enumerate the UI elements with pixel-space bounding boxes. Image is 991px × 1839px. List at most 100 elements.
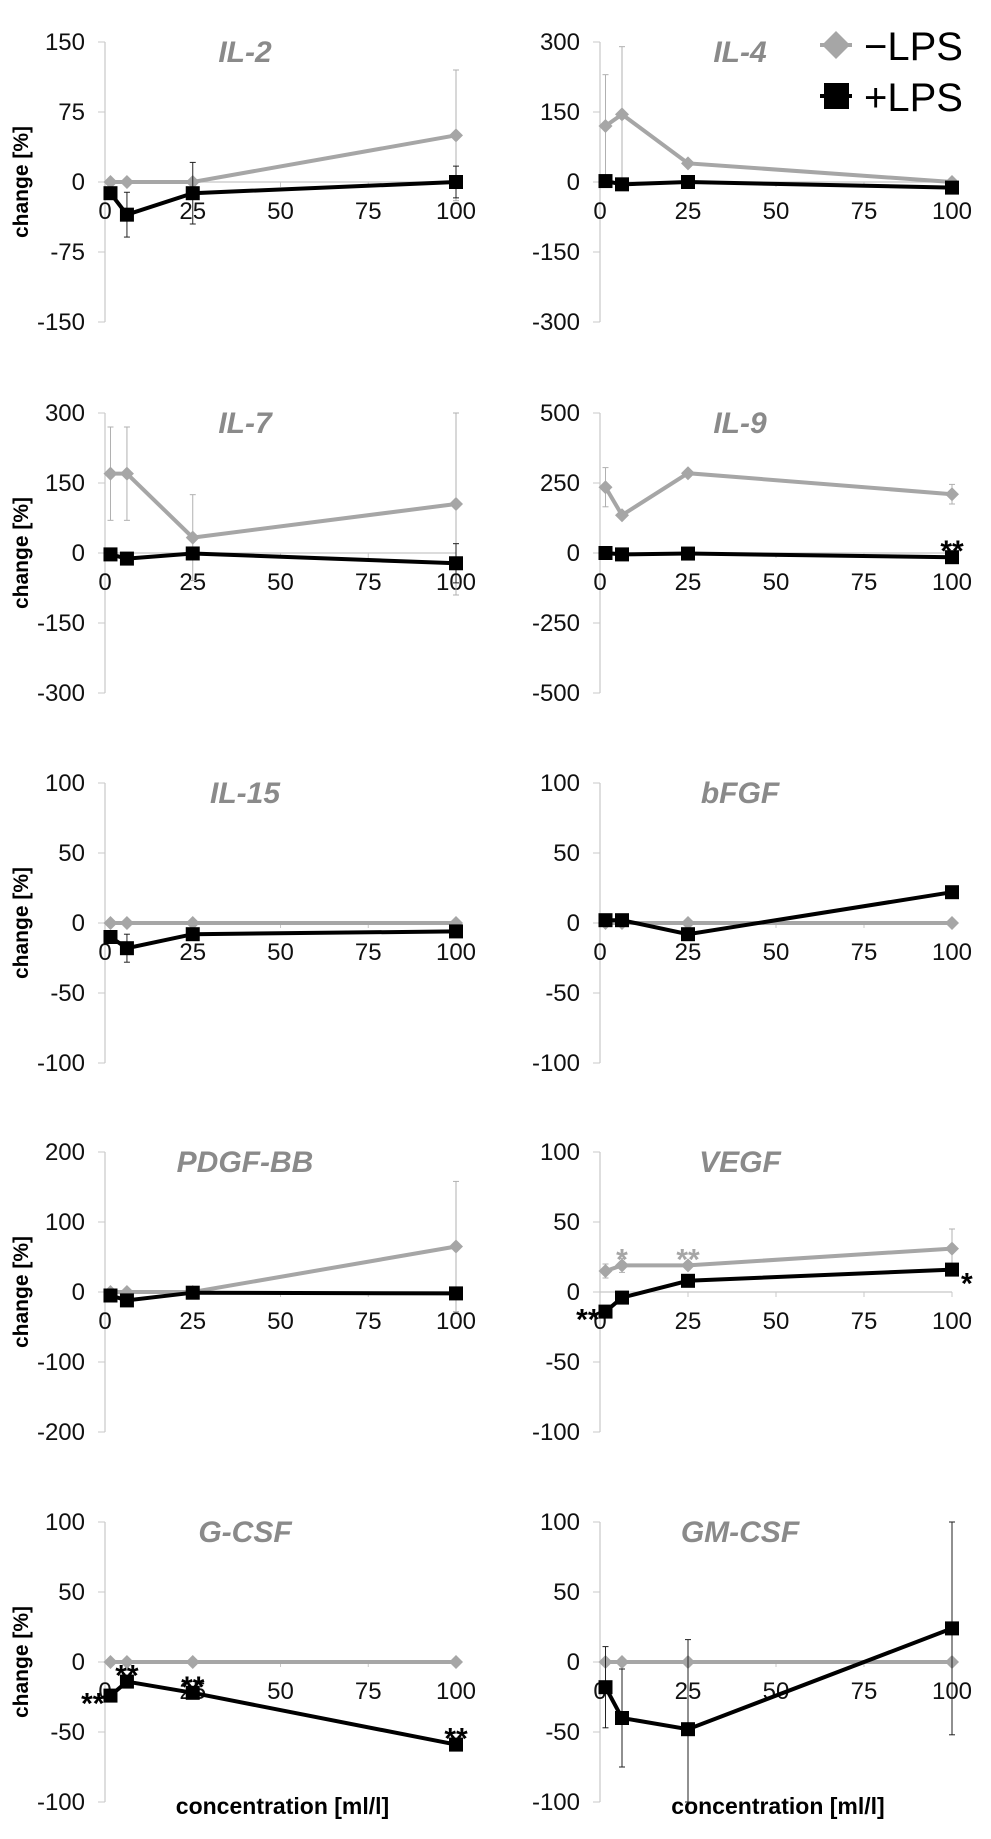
data-point-square <box>681 1722 695 1737</box>
data-point-diamond <box>598 1264 613 1278</box>
panel-pdgf-bb: 200 100 0 -100 -200 0 25 50 75 100 PDGF-BB change [… <box>10 1139 476 1446</box>
significance-marker: ** <box>81 1688 105 1721</box>
series-line <box>604 1267 953 1314</box>
y-tick-label: -200 <box>37 1419 85 1446</box>
data-point-diamond <box>945 487 959 502</box>
data-point-diamond <box>598 119 613 133</box>
y-tick-label: -300 <box>37 680 85 707</box>
data-point-square <box>681 546 695 561</box>
series-line <box>604 111 953 184</box>
y-tick-label: -100 <box>37 1050 85 1077</box>
data-point-diamond <box>945 916 959 930</box>
x-tick-label: 50 <box>763 569 790 596</box>
y-tick-label: -100 <box>532 1419 580 1446</box>
data-point-square <box>615 1711 629 1725</box>
series-plus-lps: ** ** ** ** <box>81 1660 468 1756</box>
x-tick-label: 100 <box>932 569 972 596</box>
data-point-square <box>185 1685 200 1700</box>
data-point-square <box>598 174 613 189</box>
x-tick-label: 75 <box>355 1678 382 1705</box>
y-tick-label: 200 <box>45 1139 85 1166</box>
y-tick-label: -150 <box>37 610 85 637</box>
y-tick-label: -50 <box>50 980 85 1007</box>
data-point-diamond <box>185 530 200 545</box>
y-tick-label: -300 <box>532 309 580 336</box>
panel-title: IL-4 <box>713 36 767 69</box>
y-tick-label: 150 <box>45 470 85 497</box>
y-tick-label: -500 <box>532 680 580 707</box>
y-tick-label: 75 <box>58 99 85 126</box>
y-tick-label: 100 <box>45 770 85 797</box>
data-point-diamond <box>598 480 613 495</box>
data-point-square <box>598 546 613 560</box>
x-tick-label: 25 <box>675 1308 702 1335</box>
data-point-diamond <box>615 1258 629 1273</box>
y-tick-label: 100 <box>540 770 580 797</box>
x-tick-label: 100 <box>932 198 972 225</box>
series-minus-lps <box>103 1655 463 1669</box>
series-plus-lps <box>103 161 463 238</box>
y-tick-label: 100 <box>45 1509 85 1536</box>
y-tick-label: 0 <box>72 1649 85 1676</box>
significance-marker: ** <box>676 1243 700 1276</box>
series-plus-lps <box>103 924 463 963</box>
significance-marker: ** <box>181 1671 205 1704</box>
series-line <box>605 890 953 937</box>
panel-il-9: 500 250 0 -250 -500 0 25 50 75 100 IL-9 ** <box>532 400 972 707</box>
series-minus-lps <box>598 1655 959 1669</box>
x-tick-label: 100 <box>932 939 972 966</box>
x-tick-label: 50 <box>267 1678 294 1705</box>
data-point-square <box>119 1674 134 1689</box>
y-axis-label: change [%] <box>10 1606 33 1718</box>
series-line <box>109 929 457 951</box>
data-point-diamond <box>449 497 463 511</box>
data-point-square <box>945 550 959 565</box>
x-tick-label: 100 <box>436 198 476 225</box>
x-tick-label: 50 <box>763 1308 790 1335</box>
y-tick-label: 300 <box>45 400 85 427</box>
panel-il-4: 300 150 0 -150 -300 0 25 50 75 100 IL-4 <box>532 29 972 336</box>
y-tick-label: 100 <box>540 1509 580 1536</box>
series-minus-lps <box>103 69 463 202</box>
x-axis-label: concentration [ml/l] <box>671 1793 884 1819</box>
x-tick-label: 50 <box>267 1308 294 1335</box>
data-point-square <box>185 1285 200 1300</box>
series-plus-lps <box>598 1521 959 1803</box>
data-point-square <box>615 1290 629 1305</box>
data-point-diamond <box>103 175 118 189</box>
y-tick-label: -50 <box>545 1349 580 1376</box>
x-tick-label: 75 <box>851 939 878 966</box>
data-point-square <box>119 941 134 956</box>
panel-title: IL-9 <box>713 407 767 440</box>
data-point-square <box>103 186 118 201</box>
y-tick-label: 250 <box>540 470 580 497</box>
panel-title: G-CSF <box>198 1516 292 1549</box>
data-point-square <box>185 546 200 561</box>
x-tick-label: 50 <box>267 198 294 225</box>
data-point-square <box>103 547 118 562</box>
panel-bfgf: 100 50 0 -50 -100 0 25 50 75 100 bFGF <box>532 770 972 1077</box>
series-line <box>110 471 457 540</box>
significance-marker: ** <box>576 1304 600 1337</box>
panel-title: GM-CSF <box>681 1516 800 1549</box>
x-tick-label: 25 <box>179 939 206 966</box>
data-point-diamond <box>185 916 200 930</box>
data-point-diamond <box>119 175 134 189</box>
legend-label: −LPS <box>864 25 963 69</box>
series-plus-lps: ** <box>598 535 964 568</box>
y-tick-label: 300 <box>540 29 580 56</box>
series-line <box>605 551 953 560</box>
x-tick-label: 50 <box>267 939 294 966</box>
data-point-diamond <box>681 156 695 171</box>
data-point-diamond <box>185 1655 200 1669</box>
y-tick-label: 0 <box>567 1649 580 1676</box>
x-tick-label: 100 <box>436 939 476 966</box>
x-tick-label: 0 <box>593 198 606 225</box>
series-plus-lps <box>598 174 959 195</box>
series-line <box>110 1244 457 1294</box>
data-point-square <box>945 1262 959 1277</box>
x-tick-label: 75 <box>851 1678 878 1705</box>
series-line <box>109 551 457 566</box>
